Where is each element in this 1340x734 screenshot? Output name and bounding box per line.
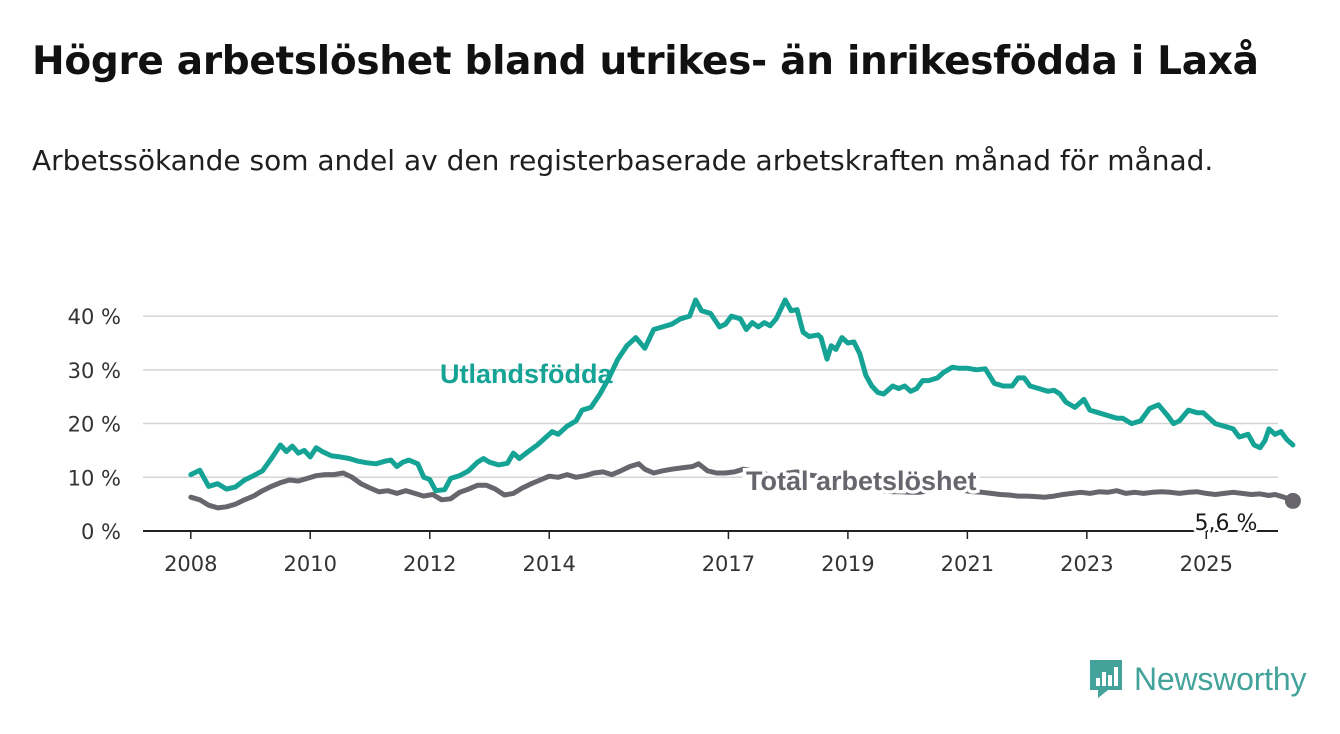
newsworthy-logo-icon (1090, 660, 1122, 698)
x-tick-label: 2008 (164, 552, 217, 576)
gridlines (143, 315, 1278, 532)
end-point-marker (1284, 492, 1301, 509)
chart-subtitle: Arbetssökande som andel av den registerb… (32, 144, 1214, 177)
series-line-utlandsfodda (188, 297, 1296, 494)
y-tick-label: 20 % (68, 413, 121, 437)
x-tick-label: 2021 (941, 552, 994, 576)
x-tick-label: 2023 (1060, 552, 1113, 576)
end-value-label: 5,6 % (1195, 511, 1258, 536)
series-line-total (188, 461, 1296, 511)
x-tick-label: 2012 (403, 552, 456, 576)
y-axis-ticks: 0 % 10 % 20 % 30 % 40 % (68, 305, 121, 544)
brand-logo: Newsworthy (1088, 658, 1306, 700)
series-label-total: Total arbetslöshet (746, 466, 977, 496)
x-tick-label: 2025 (1180, 552, 1233, 576)
series-labels: Utlandsfödda Total arbetslöshet 5,6 % (440, 359, 1260, 539)
y-tick-label: 10 % (68, 466, 121, 490)
x-tick-label: 2017 (702, 552, 755, 576)
x-tick-label: 2010 (284, 552, 337, 576)
x-tick-label: 2019 (821, 552, 874, 576)
series-label-utlandsfodda: Utlandsfödda (440, 359, 613, 389)
y-tick-label: 40 % (68, 305, 121, 329)
chart-title: Högre arbetslöshet bland utrikes- än inr… (32, 39, 1259, 84)
y-tick-label: 0 % (81, 520, 121, 544)
brand-name: Newsworthy (1134, 660, 1307, 697)
x-axis-ticks: 2008 2010 2012 2014 2017 2019 2021 2023 2025 (164, 531, 1233, 576)
x-tick-label: 2014 (522, 552, 575, 576)
y-tick-label: 30 % (68, 359, 121, 383)
series-lines (188, 297, 1301, 511)
